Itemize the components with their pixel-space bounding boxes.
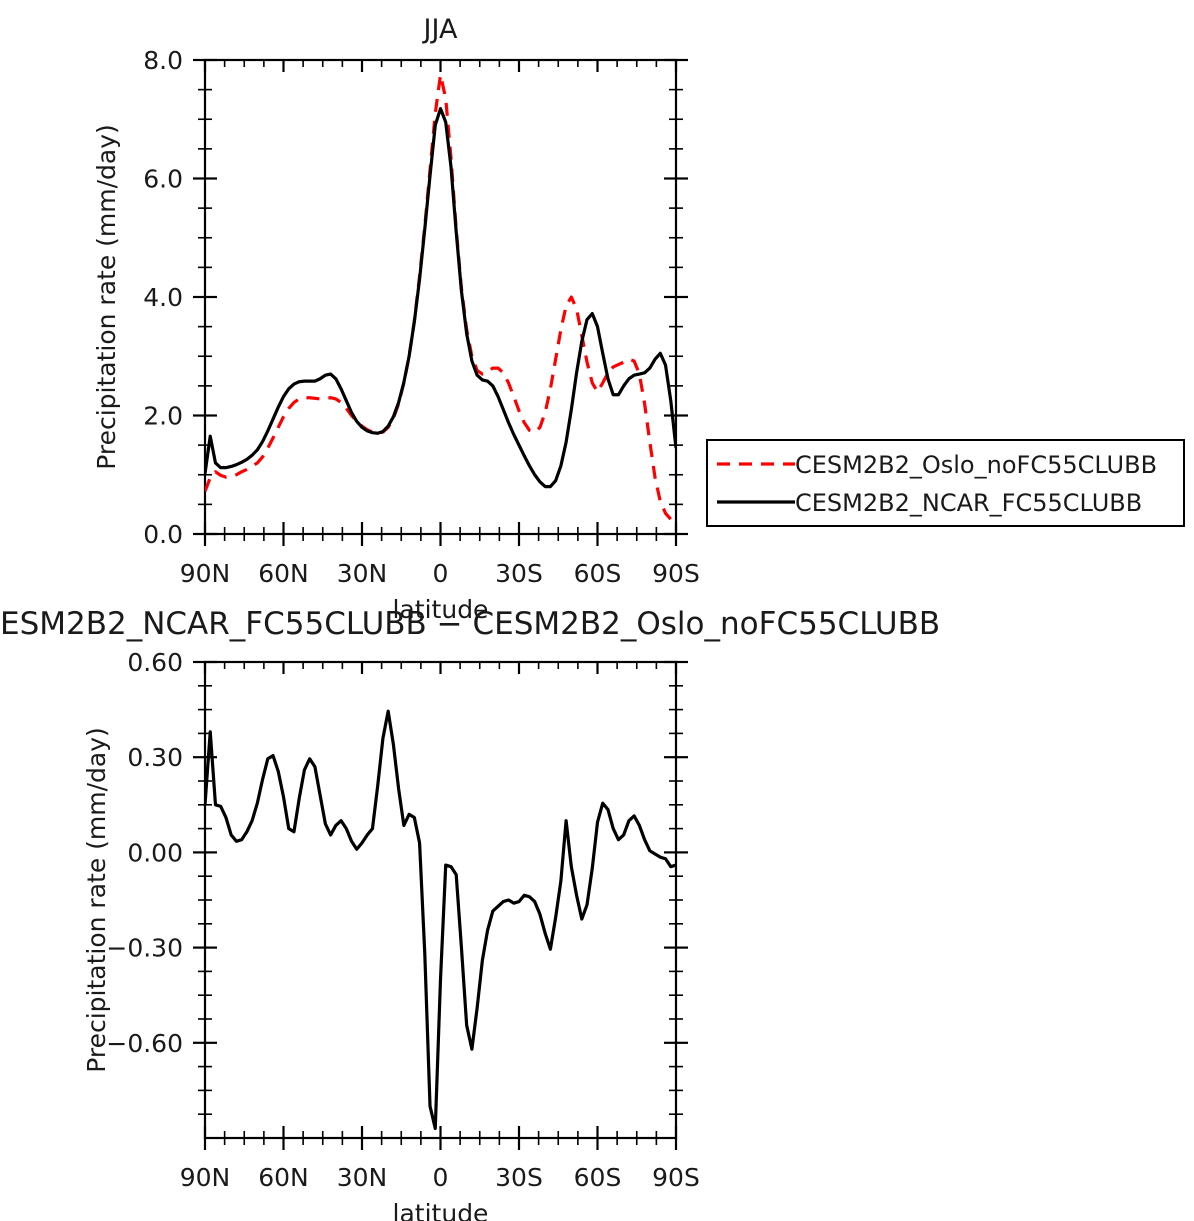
x-tick-label: 30S [495,1163,543,1192]
x-tick-label: 90S [652,559,700,588]
x-tick-label: 90N [180,559,231,588]
top-panel-xlabel: latitude [393,595,489,624]
y-tick-label: 2.0 [143,402,183,431]
series-line-secondary [205,106,676,489]
x-tick-label: 30N [337,1163,388,1192]
series-line-primary [205,709,676,1131]
y-tick-label: −0.60 [106,1029,183,1058]
bottom-panel: ESM2B2_NCAR_FC55CLUBB − CESM2B2_Oslo_noF… [0,606,940,1221]
y-tick-label: 0.30 [127,743,183,772]
x-tick-label: 0 [433,559,449,588]
top-panel: JJA 90N 60N 30N 0 30S 60S 90S 0.0 2.0 4.0 6.0 8.0 P… [92,14,1185,624]
x-tick-label: 0 [433,1163,449,1192]
x-tick-label: 60N [258,559,309,588]
top-panel-axes: 90N 60N 30N 0 30S 60S 90S 0.0 2.0 4.0 6.0 8.0 [143,46,700,588]
top-panel-title: JJA [422,14,458,45]
top-panel-ylabel: Precipitation rate (mm/day) [92,124,121,470]
x-tick-label: 60S [574,1163,622,1192]
y-tick-label: 0.0 [143,520,183,549]
bottom-panel-xlabel: latitude [393,1199,489,1221]
legend-label-oslo: CESM2B2_Oslo_noFC55CLUBB [795,451,1157,479]
x-tick-label: 90N [180,1163,231,1192]
y-tick-label: −0.30 [106,934,183,963]
y-tick-label: 6.0 [143,165,183,194]
y-tick-label: 8.0 [143,46,183,75]
series-line-primary [205,73,676,523]
x-tick-label: 60N [258,1163,309,1192]
bottom-panel-axes: 90N 60N 30N 0 30S 60S 90S −0.60 −0.30 0.00 0.30 0.6… [106,648,699,1192]
x-tick-label: 60S [574,559,622,588]
legend-label-ncar: CESM2B2_NCAR_FC55CLUBB [795,489,1142,517]
y-tick-label: 0.60 [127,648,183,677]
y-tick-label: 4.0 [143,283,183,312]
difference-panel-title: ESM2B2_NCAR_FC55CLUBB − CESM2B2_Oslo_noF… [0,606,940,642]
bottom-panel-series [205,709,676,1131]
x-tick-label: 30N [337,559,388,588]
y-tick-label: 0.00 [127,838,183,867]
x-tick-label: 90S [652,1163,700,1192]
legend-box [706,439,1185,527]
top-panel-series [205,73,676,523]
legend[interactable]: CESM2B2_Oslo_noFC55CLUBB CESM2B2_NCAR_FC5… [706,439,1185,527]
bottom-panel-ylabel: Precipitation rate (mm/day) [82,727,111,1073]
x-tick-label: 30S [495,559,543,588]
